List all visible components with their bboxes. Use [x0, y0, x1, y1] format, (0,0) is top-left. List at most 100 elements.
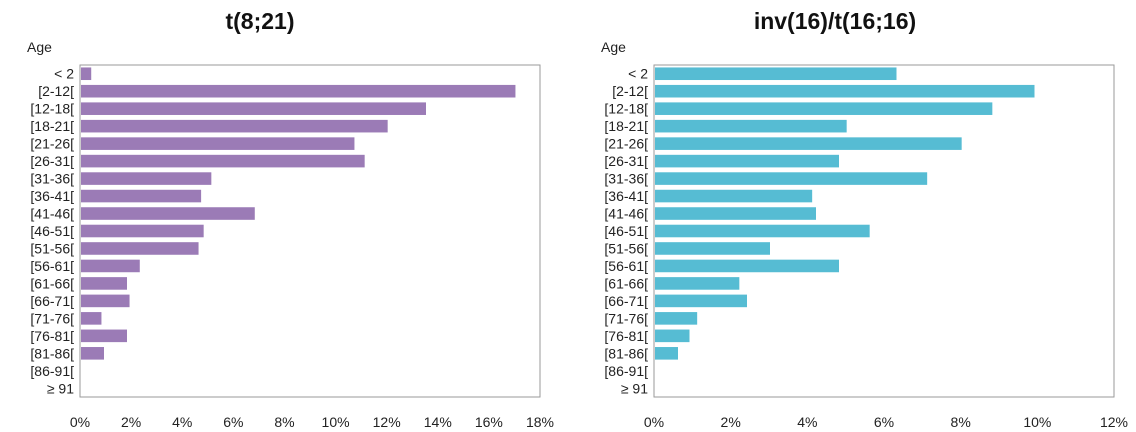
- category-label: < 2: [54, 66, 74, 82]
- category-label: [76-81[: [30, 328, 74, 344]
- bar-16: [655, 347, 678, 360]
- category-labels: < 2[2-12[ [12-18[[18-21[ [21-26[[26-31[ [31…: [30, 66, 74, 397]
- category-label: ≥ 91: [47, 380, 74, 396]
- bar-11: [81, 259, 140, 273]
- category-label: [81-86[: [30, 345, 74, 361]
- bar-6: [655, 172, 928, 185]
- category-label: [86-91[: [30, 363, 74, 379]
- x-tick-label: 12%: [1100, 414, 1128, 430]
- x-tick-label: 2%: [721, 414, 741, 430]
- category-label: [36-41[: [30, 188, 74, 204]
- category-label: [18-21[: [30, 118, 74, 134]
- category-label: < 2: [628, 66, 648, 82]
- bar-8: [81, 207, 255, 220]
- category-label: [56-61[: [604, 258, 648, 274]
- category-label: [76-81[: [604, 328, 648, 344]
- bar-11: [655, 259, 839, 273]
- bar-2: [81, 102, 426, 115]
- x-tick-label: 10%: [322, 414, 350, 430]
- category-label: [66-71[: [30, 293, 74, 309]
- bar-9: [81, 224, 204, 238]
- category-label: [46-51[: [30, 223, 74, 239]
- x-tick-label: 12%: [373, 414, 401, 430]
- chart-title: inv(16)/t(16;16): [754, 8, 916, 34]
- bar-3: [81, 119, 388, 133]
- bar-group: [655, 67, 1035, 360]
- x-tick-label: 6%: [223, 414, 243, 430]
- bar-6: [81, 172, 212, 185]
- y-axis-label: Age: [27, 39, 52, 55]
- bar-4: [81, 137, 355, 150]
- category-label: ≥ 91: [621, 380, 648, 396]
- bar-9: [655, 224, 870, 238]
- category-label: [36-41[: [604, 188, 648, 204]
- category-label: [71-76[: [30, 310, 74, 326]
- x-tick-label: 4%: [172, 414, 192, 430]
- category-label: [12-18[: [30, 101, 74, 117]
- plot-area: [79, 64, 541, 398]
- bar-7: [655, 189, 813, 203]
- x-tick-label: 14%: [424, 414, 452, 430]
- chart-t8-21: t(8;21) Age < 2[2-12[ [12-18[[18-21[ [21-2…: [27, 8, 554, 430]
- bar-10: [655, 242, 770, 255]
- category-label: [18-21[: [604, 118, 648, 134]
- bar-13: [655, 294, 747, 308]
- category-label: [56-61[: [30, 258, 74, 274]
- category-label: [61-66[: [30, 275, 74, 291]
- bar-group: [81, 67, 516, 360]
- category-label: [51-56[: [30, 240, 74, 256]
- bar-14: [81, 312, 102, 325]
- bar-3: [655, 119, 847, 133]
- x-tick-label: 8%: [951, 414, 971, 430]
- chart-inv16-t16-16: inv(16)/t(16;16) Age < 2[2-12[[12-18[[18…: [601, 8, 1128, 430]
- bar-12: [655, 277, 740, 290]
- x-tick-labels: 0% 2% 4% 6% 8% 10% 12%: [644, 414, 1128, 430]
- plot-area: [653, 64, 1115, 398]
- category-labels: < 2[2-12[ [12-18[[18-21[ [21-26[[26-31[ [31…: [604, 66, 648, 397]
- category-label: [61-66[: [604, 275, 648, 291]
- category-label: [2-12[: [612, 83, 648, 99]
- x-tick-label: 8%: [274, 414, 294, 430]
- category-label: [12-18[: [604, 101, 648, 117]
- bar-15: [81, 329, 127, 343]
- x-tick-label: 16%: [475, 414, 503, 430]
- category-label: [86-91[: [604, 363, 648, 379]
- bar-0: [655, 67, 897, 81]
- bar-7: [81, 189, 202, 203]
- category-label: [31-36[: [604, 171, 648, 187]
- bar-15: [655, 329, 690, 343]
- x-tick-label: 0%: [70, 414, 90, 430]
- bar-2: [655, 102, 993, 115]
- category-label: [2-12[: [38, 83, 74, 99]
- bar-1: [81, 84, 516, 98]
- bar-10: [81, 242, 199, 255]
- category-label: [81-86[: [604, 345, 648, 361]
- bar-5: [655, 154, 839, 168]
- bar-4: [655, 137, 962, 150]
- category-label: [26-31[: [604, 153, 648, 169]
- chart-title: t(8;21): [225, 8, 294, 34]
- bar-14: [655, 312, 698, 325]
- bar-5: [81, 154, 365, 168]
- category-label: [71-76[: [604, 310, 648, 326]
- bar-13: [81, 294, 130, 308]
- bar-0: [81, 67, 92, 81]
- category-label: [66-71[: [604, 293, 648, 309]
- x-tick-label: 10%: [1023, 414, 1051, 430]
- category-label: [31-36[: [30, 171, 74, 187]
- category-label: [41-46[: [604, 206, 648, 222]
- x-tick-label: 4%: [797, 414, 817, 430]
- x-tick-label: 2%: [121, 414, 141, 430]
- category-label: [41-46[: [30, 206, 74, 222]
- category-label: [26-31[: [30, 153, 74, 169]
- bar-8: [655, 207, 816, 220]
- category-label: [51-56[: [604, 240, 648, 256]
- category-label: [46-51[: [604, 223, 648, 239]
- bar-12: [81, 277, 127, 290]
- x-tick-labels: 0% 2% 4% 6% 8% 10% 12% 14% 16% 18%: [70, 414, 554, 430]
- x-tick-label: 18%: [526, 414, 554, 430]
- category-label: [21-26[: [30, 136, 74, 152]
- category-label: [21-26[: [604, 136, 648, 152]
- x-tick-label: 0%: [644, 414, 664, 430]
